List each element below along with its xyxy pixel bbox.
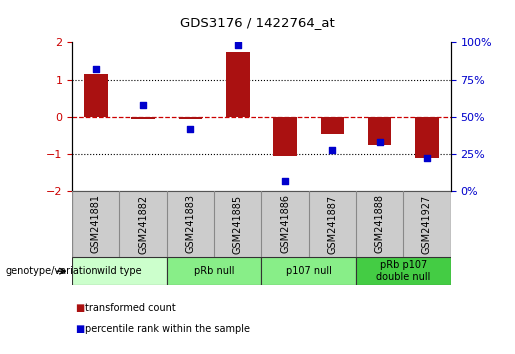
Text: transformed count: transformed count — [85, 303, 176, 313]
Bar — [273, 117, 297, 156]
Text: genotype/variation: genotype/variation — [5, 266, 98, 276]
Text: GSM241886: GSM241886 — [280, 194, 290, 253]
Bar — [368, 117, 391, 145]
Bar — [84, 74, 108, 117]
Point — [423, 156, 431, 161]
Text: GSM241882: GSM241882 — [138, 194, 148, 253]
Bar — [415, 117, 439, 158]
Text: GSM241888: GSM241888 — [374, 194, 385, 253]
Text: wild type: wild type — [97, 266, 142, 276]
Text: GSM241883: GSM241883 — [185, 194, 195, 253]
Point — [92, 67, 100, 72]
Bar — [226, 52, 250, 117]
Text: pRb null: pRb null — [194, 266, 234, 276]
Point — [328, 147, 336, 152]
Bar — [167, 257, 261, 285]
Point — [139, 102, 147, 108]
Bar — [320, 117, 344, 133]
Point — [281, 178, 289, 184]
Text: ■: ■ — [75, 324, 84, 334]
Text: GSM241927: GSM241927 — [422, 194, 432, 254]
Text: pRb p107
double null: pRb p107 double null — [376, 260, 431, 282]
Text: GSM241887: GSM241887 — [328, 194, 337, 253]
Bar — [72, 257, 167, 285]
Text: GSM241881: GSM241881 — [91, 194, 101, 253]
Bar — [356, 257, 451, 285]
Text: GSM241885: GSM241885 — [233, 194, 243, 253]
Text: ■: ■ — [75, 303, 84, 313]
Point — [375, 139, 384, 145]
Bar — [131, 117, 155, 119]
Bar — [179, 117, 202, 119]
Point — [234, 42, 242, 48]
Text: p107 null: p107 null — [286, 266, 332, 276]
Point — [186, 126, 195, 132]
Text: percentile rank within the sample: percentile rank within the sample — [85, 324, 250, 334]
Bar — [261, 257, 356, 285]
Text: GDS3176 / 1422764_at: GDS3176 / 1422764_at — [180, 16, 335, 29]
